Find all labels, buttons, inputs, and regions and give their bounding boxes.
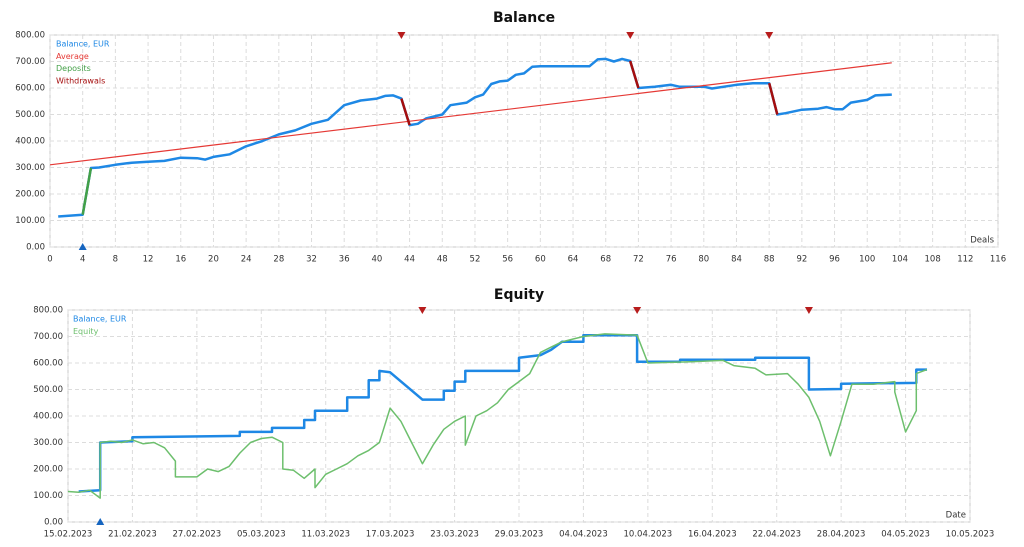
withdrawal-marker: [804, 307, 813, 314]
x-tick-label: 96: [829, 255, 840, 265]
y-tick-label: 0.00: [44, 518, 63, 528]
x-tick-label: 44: [404, 255, 415, 265]
x-tick-label: 36: [339, 255, 350, 265]
x-tick-label: 88: [764, 255, 775, 265]
x-tick-label: 40: [371, 255, 382, 265]
x-tick-label: 23.03.2023: [430, 530, 479, 540]
x-tick-label: 52: [470, 255, 481, 265]
withdrawal-marker: [633, 307, 642, 314]
y-tick-label: 0.00: [26, 243, 45, 253]
y-tick-label: 800.00: [15, 31, 45, 41]
y-tick-label: 500.00: [15, 110, 45, 120]
x-tick-label: 76: [666, 255, 677, 265]
x-tick-label: 28: [273, 255, 284, 265]
chart-title: Balance: [493, 10, 555, 26]
x-axis-label: Deals: [970, 236, 994, 246]
x-tick-label: 17.03.2023: [366, 530, 415, 540]
x-tick-label: 100: [859, 255, 875, 265]
x-tick-label: 10.04.2023: [624, 530, 673, 540]
legend-entry: Average: [56, 52, 89, 61]
x-tick-label: 22.04.2023: [752, 530, 801, 540]
y-tick-label: 300.00: [33, 438, 63, 448]
x-tick-label: 04.04.2023: [559, 530, 608, 540]
x-tick-label: 92: [796, 255, 807, 265]
x-tick-label: 32: [306, 255, 317, 265]
x-tick-label: 116: [990, 255, 1006, 265]
x-tick-label: 28.04.2023: [817, 530, 866, 540]
x-tick-label: 60: [535, 255, 546, 265]
x-tick-label: 16.04.2023: [688, 530, 737, 540]
x-tick-label: 84: [731, 255, 742, 265]
y-tick-label: 800.00: [33, 306, 63, 316]
x-tick-label: 27.02.2023: [173, 530, 222, 540]
x-tick-label: 12: [143, 255, 154, 265]
plot-frame: [49, 34, 999, 248]
y-tick-label: 100.00: [15, 216, 45, 226]
legend-entry: Balance, EUR: [56, 40, 110, 49]
y-tick-label: 700.00: [15, 57, 45, 67]
x-axis-label: Date: [946, 511, 966, 521]
x-tick-label: 108: [925, 255, 941, 265]
y-tick-label: 200.00: [15, 190, 45, 200]
x-tick-label: 64: [568, 255, 579, 265]
x-tick-label: 4: [80, 255, 85, 265]
withdrawal-marker: [626, 32, 635, 39]
y-tick-label: 100.00: [33, 491, 63, 501]
series-line: [49, 62, 892, 166]
x-tick-label: 80: [698, 255, 709, 265]
x-tick-label: 29.03.2023: [495, 530, 544, 540]
withdrawal-marker: [418, 307, 427, 314]
x-tick-label: 104: [892, 255, 908, 265]
withdrawal-marker: [397, 32, 406, 39]
chart-title: Equity: [494, 287, 544, 303]
y-tick-label: 500.00: [33, 385, 63, 395]
y-tick-label: 400.00: [33, 412, 63, 422]
x-tick-label: 48: [437, 255, 448, 265]
y-tick-label: 200.00: [33, 465, 63, 475]
legend-entry: Withdrawals: [56, 76, 105, 85]
x-tick-label: 68: [600, 255, 611, 265]
x-tick-label: 05.03.2023: [237, 530, 286, 540]
withdrawal-marker: [765, 32, 774, 39]
deposit-marker: [78, 243, 87, 250]
x-tick-label: 8: [113, 255, 118, 265]
y-tick-label: 600.00: [15, 84, 45, 94]
y-tick-label: 700.00: [33, 332, 63, 342]
x-tick-label: 24: [241, 255, 252, 265]
x-tick-label: 56: [502, 255, 513, 265]
y-tick-label: 300.00: [15, 163, 45, 173]
x-tick-label: 72: [633, 255, 644, 265]
x-tick-label: 0: [47, 255, 52, 265]
series-line: [81, 167, 93, 215]
y-tick-label: 400.00: [15, 137, 45, 147]
legend-entry: Equity: [73, 327, 99, 336]
x-tick-label: 15.02.2023: [44, 530, 93, 540]
legend-entry: Deposits: [56, 64, 91, 73]
x-tick-label: 04.05.2023: [881, 530, 930, 540]
x-tick-label: 21.02.2023: [108, 530, 157, 540]
y-tick-label: 600.00: [33, 359, 63, 369]
series-line: [78, 333, 927, 493]
deposit-marker: [96, 518, 105, 525]
x-tick-label: 16: [175, 255, 186, 265]
x-tick-label: 10.05.2023: [946, 530, 995, 540]
x-tick-label: 20: [208, 255, 219, 265]
x-tick-label: 112: [957, 255, 973, 265]
x-tick-label: 11.03.2023: [301, 530, 350, 540]
series-line: [67, 333, 928, 499]
series-line: [400, 60, 779, 126]
legend-entry: Balance, EUR: [73, 315, 127, 324]
